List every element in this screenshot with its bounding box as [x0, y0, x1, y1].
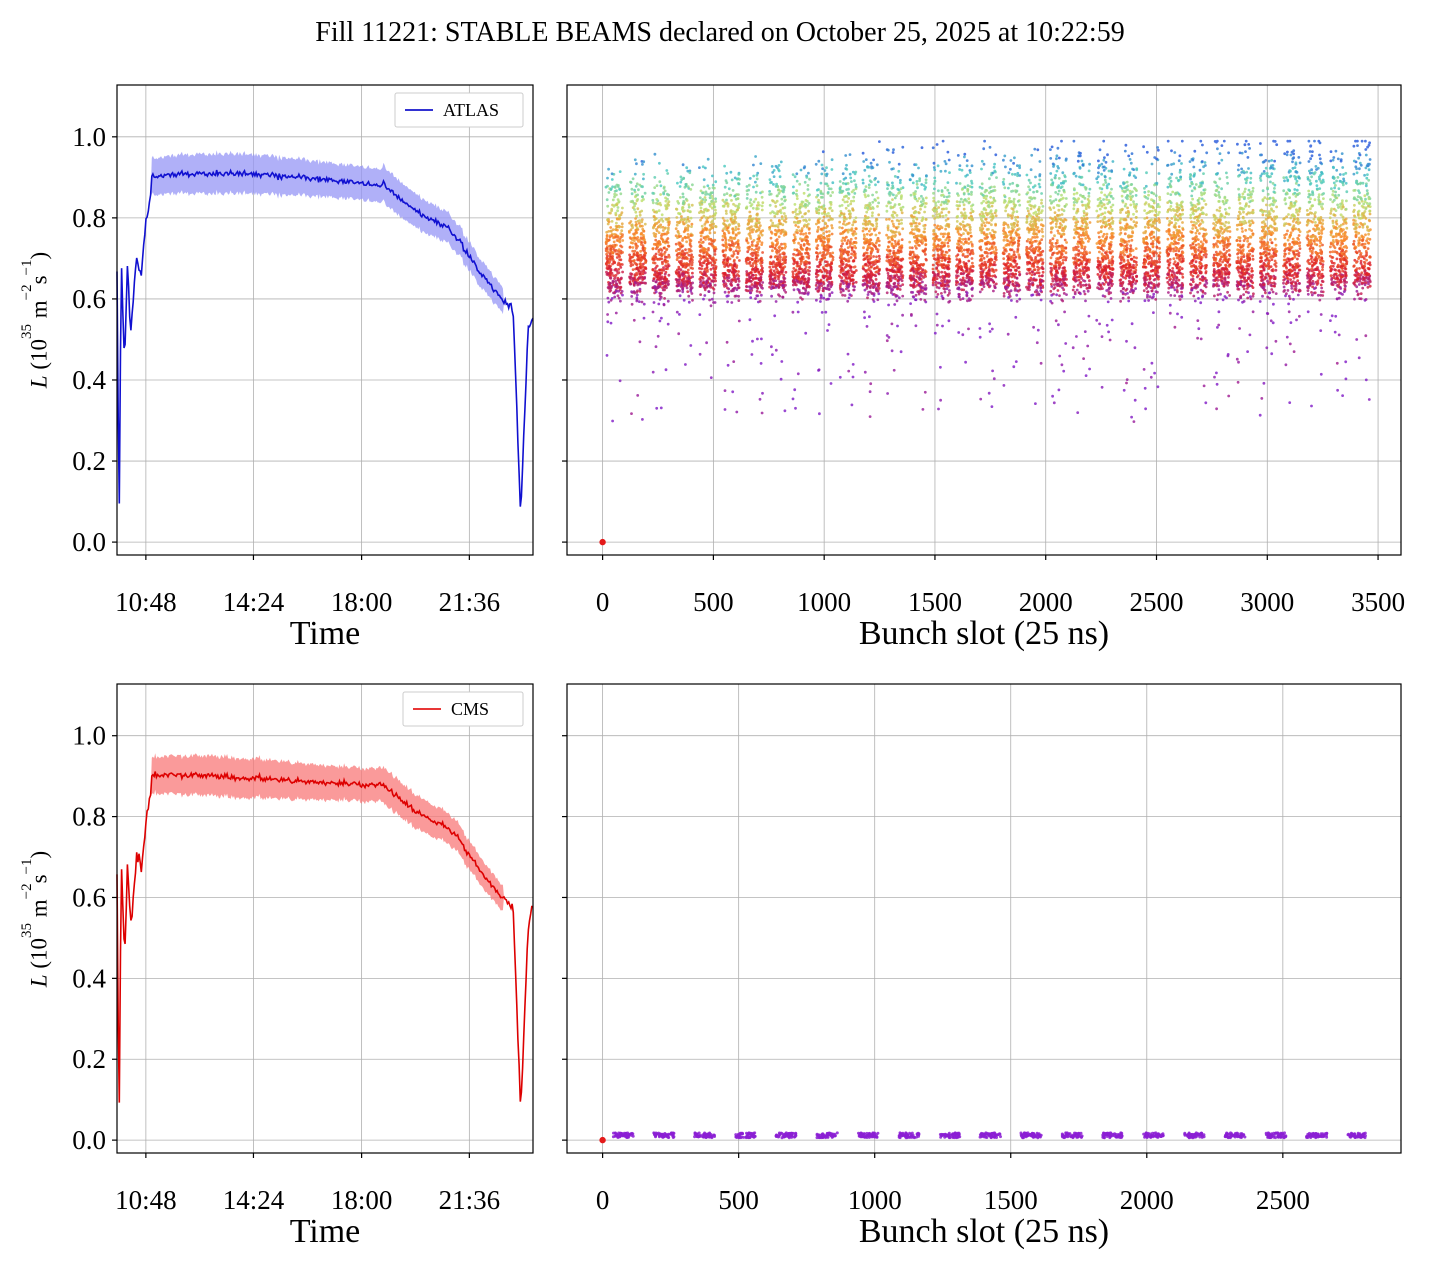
svg-text:3000: 3000 — [1240, 587, 1294, 617]
svg-text:3500: 3500 — [1351, 587, 1405, 617]
svg-text:2500: 2500 — [1130, 587, 1184, 617]
svg-text:500: 500 — [693, 587, 734, 617]
svg-text:1500: 1500 — [908, 587, 962, 617]
svg-text:1000: 1000 — [848, 1185, 902, 1215]
svg-text:0: 0 — [596, 1185, 610, 1215]
svg-text:500: 500 — [718, 1185, 759, 1215]
svg-text:2500: 2500 — [1256, 1185, 1310, 1215]
svg-text:1000: 1000 — [797, 587, 851, 617]
svg-text:0: 0 — [596, 587, 610, 617]
svg-text:1500: 1500 — [984, 1185, 1038, 1215]
svg-text:Bunch slot (25 ns): Bunch slot (25 ns) — [859, 615, 1109, 652]
svg-text:2000: 2000 — [1019, 587, 1073, 617]
svg-text:Bunch slot (25 ns): Bunch slot (25 ns) — [859, 1213, 1109, 1250]
svg-text:2000: 2000 — [1120, 1185, 1174, 1215]
